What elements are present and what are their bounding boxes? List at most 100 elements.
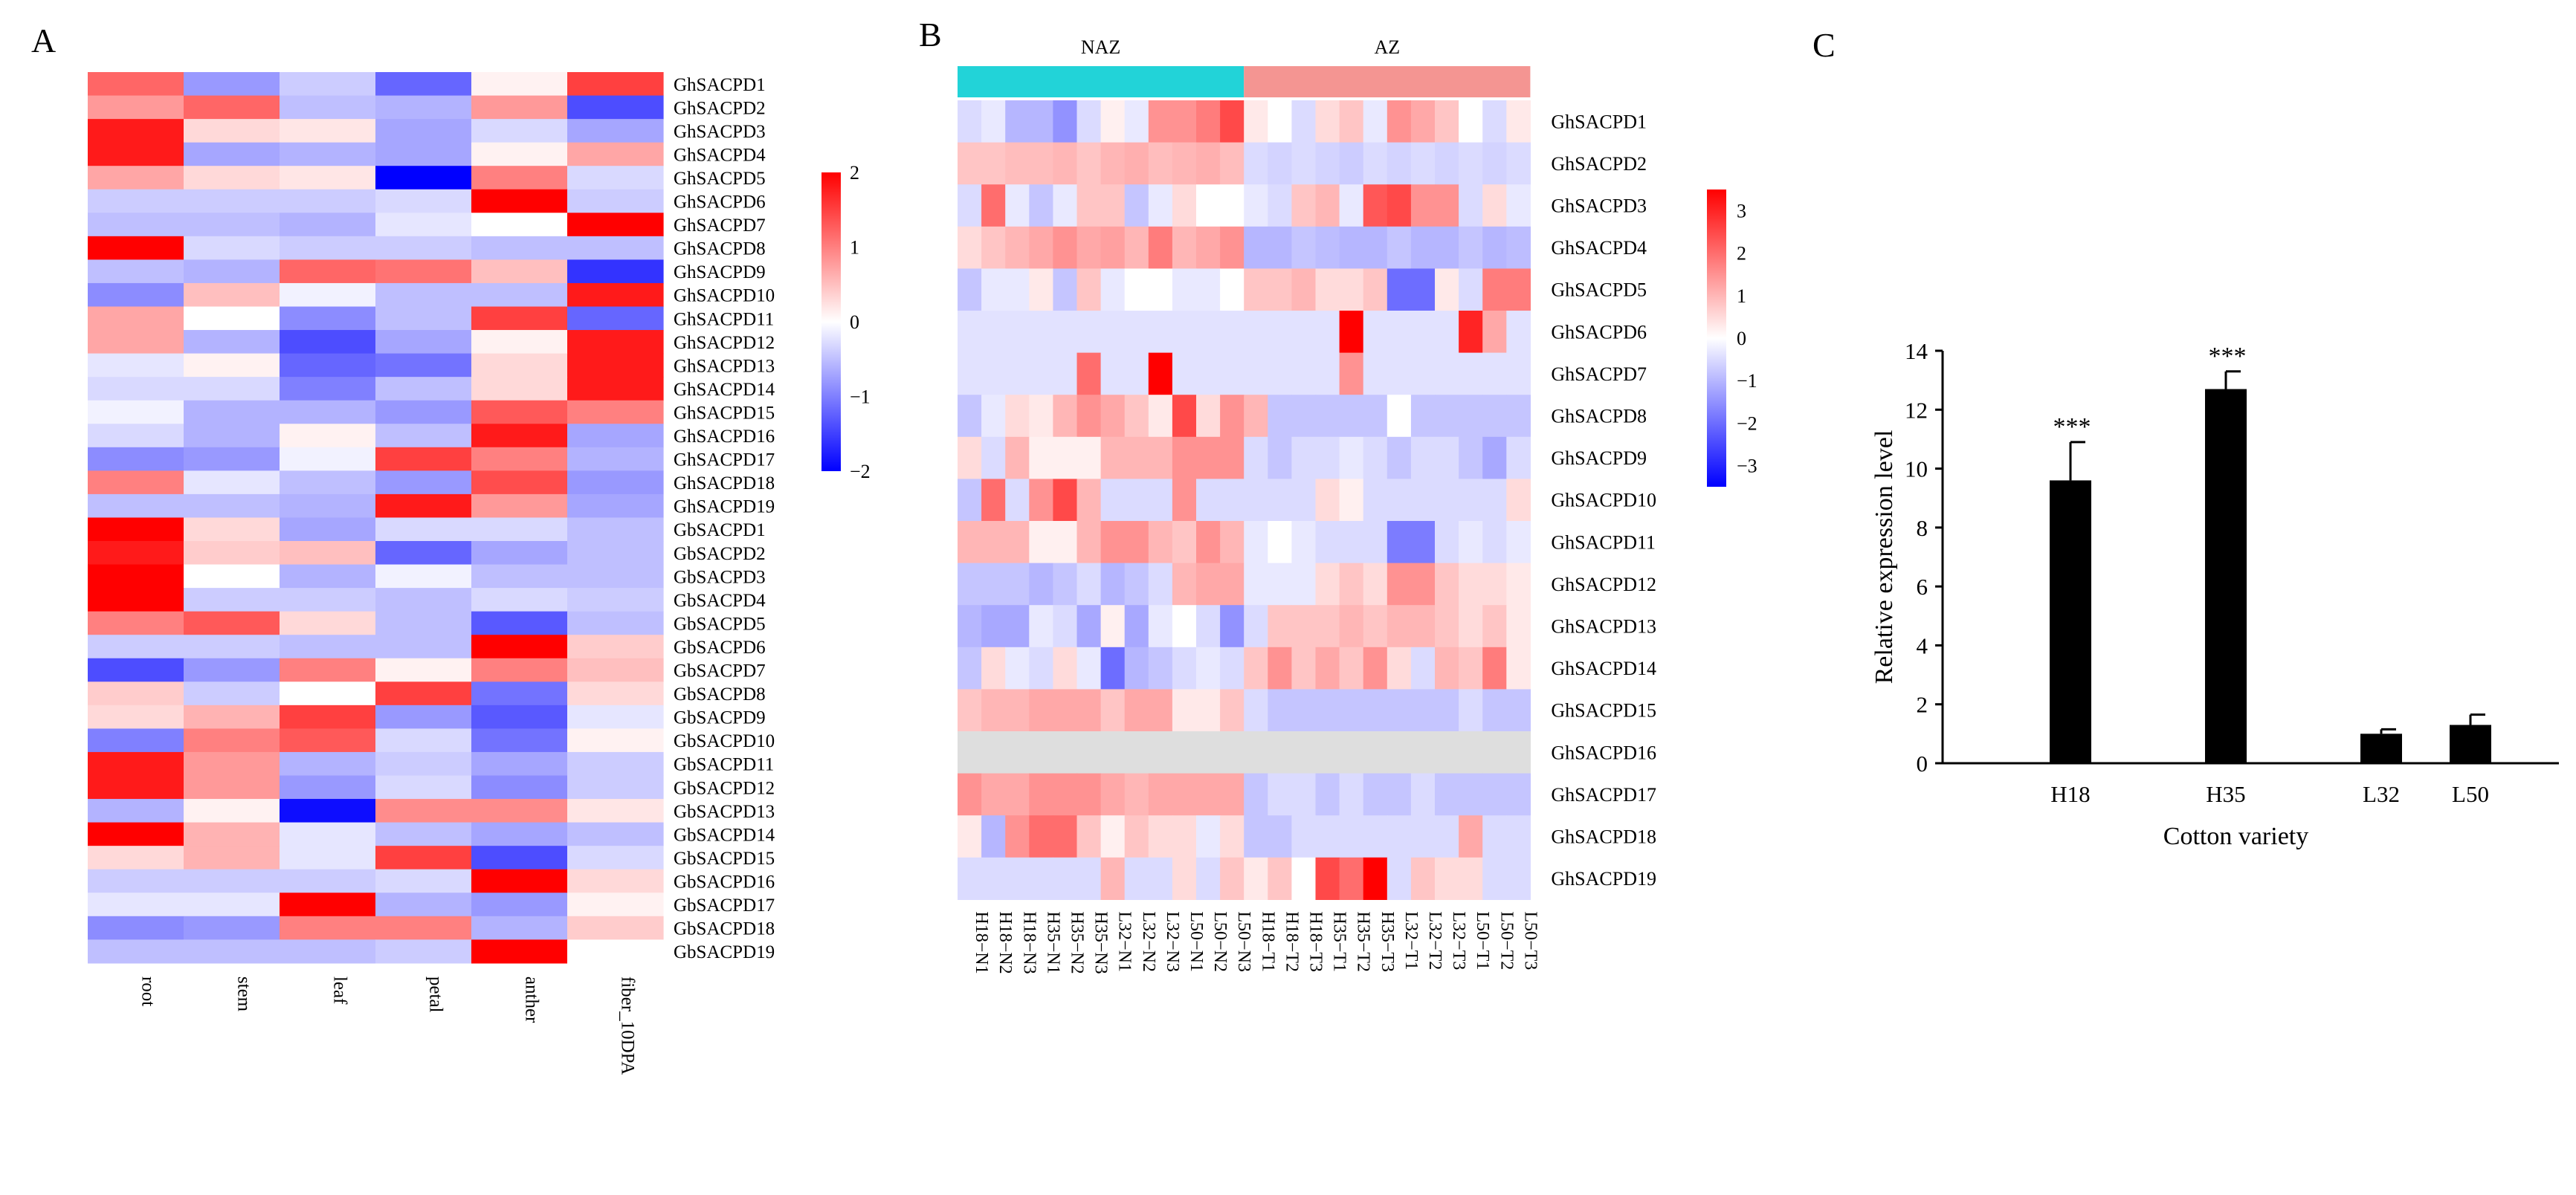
heatmap-b-cell: [958, 689, 982, 732]
heatmap-b-cell: [1315, 268, 1340, 311]
heatmap-a-cell: [471, 166, 568, 190]
heatmap-b-cell: [1410, 184, 1436, 227]
bar-chart-c-y-tick-label: 12: [1905, 397, 1928, 423]
bar-chart-c-category-label: H35: [2206, 781, 2245, 807]
heatmap-b-cell: [1387, 395, 1412, 438]
heatmap-a-cell: [280, 846, 376, 870]
heatmap-b-cell: [1220, 521, 1245, 564]
heatmap-b-cell: [1196, 479, 1221, 522]
heatmap-a-cell: [280, 611, 376, 635]
heatmap-b-cell: [981, 857, 1006, 900]
heatmap-a-row-label: GbSACPD17: [674, 896, 775, 916]
heatmap-b-row-label: GhSACPD8: [1551, 406, 1647, 427]
heatmap-a-cell: [88, 282, 184, 308]
heatmap-b-cell: [1172, 689, 1197, 732]
heatmap-a-cell: [88, 588, 184, 612]
heatmap-a-cell: [88, 564, 184, 589]
heatmap-b-cell: [1124, 436, 1149, 479]
heatmap-b-cell: [1435, 100, 1459, 143]
heatmap-b-cell: [1387, 268, 1412, 311]
heatmap-b-row-label: GhSACPD13: [1551, 616, 1656, 638]
heatmap-b-cell: [1387, 226, 1412, 269]
heatmap-b-cell: [1459, 142, 1483, 185]
heatmap-a-cell: [88, 846, 184, 870]
heatmap-b-cell: [1506, 142, 1531, 185]
heatmap-b-cell: [1459, 563, 1483, 606]
heatmap-b-cell: [1029, 815, 1053, 858]
heatmap-b-cell: [1076, 268, 1102, 311]
heatmap-b-cell: [958, 605, 982, 648]
heatmap-a-cell: [471, 259, 568, 284]
heatmap-b-cell: [1339, 479, 1364, 522]
heatmap-b-column-label: H35−N3: [1091, 911, 1111, 974]
heatmap-b-cell: [1435, 184, 1459, 227]
heatmap-b-cell: [1268, 184, 1292, 227]
heatmap-b-cell: [1339, 142, 1364, 185]
bar-chart-c-axes: 0 2 4 6 8 10 12 14: [1905, 338, 2559, 777]
heatmap-a-cell: [375, 95, 472, 120]
heatmap-a-cell: [471, 447, 568, 471]
heatmap-b-cell: [1220, 311, 1245, 354]
heatmap-b-cell: [1244, 647, 1268, 690]
heatmap-b-cell: [1410, 436, 1436, 479]
heatmap-b-cell: [1506, 226, 1531, 269]
heatmap-b-row-label: GhSACPD15: [1551, 700, 1656, 722]
heatmap-a-cell: [184, 213, 280, 237]
heatmap-b-cell: [981, 647, 1006, 690]
bar-chart-c-category-label: L32: [2363, 781, 2400, 807]
heatmap-a-legend-tick: 0: [850, 311, 859, 333]
heatmap-a-cell: [280, 916, 376, 940]
heatmap-a-cell: [375, 470, 472, 495]
heatmap-a-cell: [471, 705, 568, 729]
heatmap-b-cell: [1315, 731, 1340, 774]
heatmap-b-cell: [1076, 605, 1102, 648]
heatmap-b-row-label: GhSACPD2: [1551, 153, 1647, 175]
heatmap-b-cell: [958, 521, 982, 564]
heatmap-a-cell: [471, 72, 568, 97]
heatmap-b-cell: [1029, 184, 1053, 227]
heatmap-b-cell: [1029, 521, 1053, 564]
heatmap-a-cell: [280, 564, 376, 589]
heatmap-b-cell: [958, 731, 982, 774]
heatmap-b-cell: [1387, 100, 1412, 143]
heatmap-b-cell: [1100, 142, 1126, 185]
heatmap-b-cell: [1196, 226, 1221, 269]
heatmap-a-cell: [567, 142, 664, 166]
heatmap-b-cell: [1220, 857, 1245, 900]
heatmap-a-cell: [567, 846, 664, 870]
heatmap-b-cell: [1435, 479, 1459, 522]
heatmap-a-cell: [280, 588, 376, 612]
heatmap-b-legend-bar: [1707, 190, 1726, 487]
heatmap-a-cell: [184, 939, 280, 964]
heatmap-b-cell: [1220, 436, 1245, 479]
heatmap-b-column-label: H35−T3: [1378, 911, 1397, 972]
heatmap-a-cell: [567, 705, 664, 729]
heatmap-b-cell: [1315, 184, 1340, 227]
heatmap-a-cell: [280, 939, 376, 964]
heatmap-a-cell: [280, 635, 376, 659]
heatmap-a-cell: [88, 447, 184, 471]
heatmap-b-cell: [1459, 268, 1483, 311]
heatmap-b-cell: [1196, 268, 1221, 311]
heatmap-b-cells: [958, 100, 1531, 900]
heatmap-b-cell: [1339, 521, 1364, 564]
heatmap-a-cell: [88, 728, 184, 753]
heatmap-a-cell: [471, 470, 568, 495]
heatmap-a-cell: [280, 72, 376, 97]
heatmap-b-cell: [958, 268, 982, 311]
heatmap-b-cell: [1053, 563, 1078, 606]
heatmap-b-column-label: L50−T3: [1520, 911, 1540, 970]
heatmap-b-cell: [1244, 731, 1268, 774]
heatmap-b-cell: [1029, 268, 1053, 311]
heatmap-a-row-label: GhSACPD10: [674, 286, 775, 306]
heatmap-a-cell: [471, 939, 568, 964]
heatmap-b-cell: [1172, 352, 1197, 395]
heatmap-a-cell: [375, 775, 472, 800]
heatmap-b-cell: [1005, 815, 1030, 858]
heatmap-b-cell: [1053, 311, 1078, 354]
heatmap-b-cell: [1172, 436, 1197, 479]
heatmap-b-row-label: GhSACPD12: [1551, 574, 1656, 595]
heatmap-b-cell: [1435, 352, 1459, 395]
heatmap-b-cell: [1053, 142, 1078, 185]
heatmap-a-cell: [88, 72, 184, 97]
